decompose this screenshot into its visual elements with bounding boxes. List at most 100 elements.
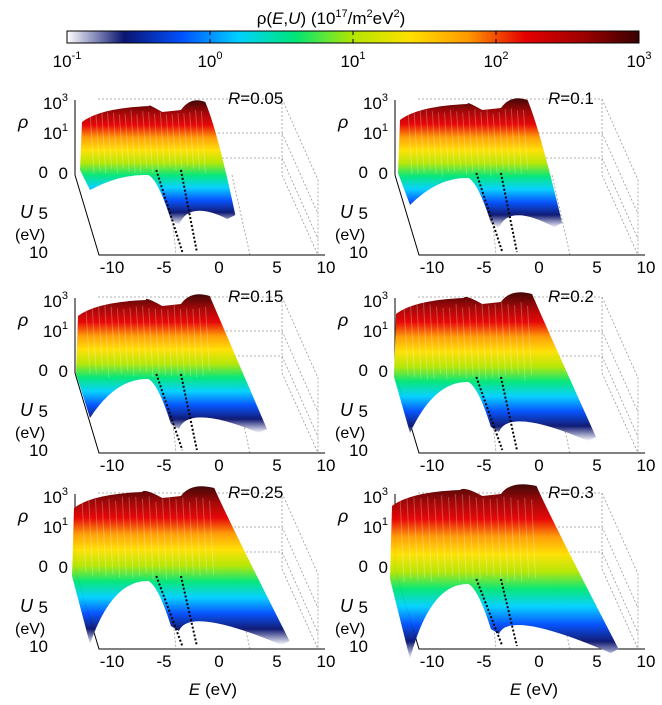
surface-streak — [522, 109, 528, 170]
colorbar-tick-label: 10-1 — [53, 50, 82, 71]
z-tick-label: 103 — [43, 92, 68, 113]
surface-streak — [142, 305, 148, 372]
u-tick-label: 10 — [349, 243, 368, 262]
panel-r-1: 103 101 0 ρ 0 5 10 U (eV) -10 -5 0 5 10 R=0.1 — [335, 89, 655, 277]
surface-streak — [204, 306, 210, 372]
surface-streak — [183, 113, 189, 167]
u-tick-label: 5 — [39, 402, 48, 421]
surface-streak — [454, 494, 460, 581]
surface-streak — [88, 497, 94, 576]
dos-surface — [398, 98, 563, 228]
surface-streak — [462, 307, 468, 379]
surface-streak — [503, 496, 509, 583]
surface-streak — [423, 302, 429, 380]
surface-streak — [468, 307, 474, 377]
u-tick-label: 0 — [39, 557, 48, 576]
u-tick-label: 5 — [39, 204, 48, 223]
e-tick-label: -5 — [476, 456, 491, 475]
colorbar-title: ρ(E,U) (1017/m2eV2) — [257, 8, 406, 28]
e-tick-label: 0 — [214, 652, 223, 671]
u-axis-unit: (eV) — [15, 227, 45, 244]
surface-streak — [128, 497, 134, 578]
side-wall-grid — [281, 296, 319, 453]
axis-lines — [74, 372, 325, 454]
surface-streak — [501, 302, 507, 377]
surface-streak — [436, 306, 442, 374]
e-tick-label: -10 — [100, 258, 125, 277]
surface-streak — [179, 309, 185, 376]
u-axis-label: U — [20, 202, 34, 222]
surface-streak — [159, 112, 165, 169]
surface-streaks — [403, 301, 533, 381]
surface-streak — [492, 113, 498, 174]
z-tick-label: 0 — [59, 362, 68, 381]
u-axis-label: U — [340, 400, 354, 420]
surface-streak — [516, 110, 522, 175]
surface-streak — [407, 108, 413, 175]
side-wall-grid — [601, 98, 639, 255]
surface-streak — [425, 109, 431, 171]
r-label: R=0.1 — [548, 89, 594, 108]
u-tick-label: 0 — [39, 163, 48, 182]
rho-axis-label: ρ — [17, 506, 28, 526]
e-tick-label: 5 — [592, 652, 601, 671]
e-axis-label-right: E (eV) — [510, 680, 558, 699]
surface-streak — [496, 498, 502, 581]
surface-streak — [431, 110, 437, 174]
surface-streak — [441, 495, 447, 577]
e-tick-label: 10 — [637, 258, 656, 277]
surface-streak — [413, 497, 419, 580]
surface-streak — [81, 499, 87, 573]
dos-surface — [76, 294, 267, 433]
z-tick-label: 0 — [59, 164, 68, 183]
surface-streak — [494, 304, 500, 379]
e-tick-label: -10 — [100, 456, 125, 475]
surface-streak — [98, 306, 104, 371]
e-tick-label: 5 — [592, 258, 601, 277]
dos-surface — [390, 484, 619, 659]
surface-streak — [188, 501, 194, 576]
e-tick-label: -10 — [100, 652, 125, 671]
gap-edge-right — [499, 578, 518, 647]
gap-edge-left — [475, 376, 504, 451]
surface-streak — [399, 496, 405, 583]
u-axis-unit: (eV) — [15, 425, 45, 442]
u-tick-label: 0 — [359, 557, 368, 576]
e-tick-label: -5 — [476, 258, 491, 277]
panel-r-4: 103 101 0 ρ 0 5 10 U (eV) -10 -5 0 5 10 R=0.25 — [15, 483, 335, 671]
z-tick-label: 103 — [43, 290, 68, 311]
surface-streaks — [89, 110, 206, 174]
colorbar-tick-label: 100 — [197, 50, 222, 71]
z-tick-label: 103 — [363, 486, 388, 507]
gap-edge-right — [179, 373, 198, 451]
dos-surface — [80, 100, 236, 225]
surface-streak — [154, 308, 160, 374]
surface-streak — [419, 109, 425, 173]
surface-streak — [202, 497, 208, 574]
e-tick-label: 10 — [637, 456, 656, 475]
surface-streak — [200, 111, 206, 174]
panel-r-0: 103 101 0 ρ 0 5 10 U (eV) -10 -5 0 5 10 R=0.05 — [15, 89, 335, 277]
axis-lines — [394, 174, 645, 256]
surface-streak — [110, 306, 116, 371]
surface-streak — [481, 302, 487, 380]
surface-streak — [160, 309, 166, 376]
u-axis-label: U — [20, 596, 34, 616]
gap-edge-right — [499, 376, 518, 451]
z-tick-label: 0 — [379, 558, 388, 577]
rho-axis-label: ρ — [337, 506, 348, 526]
u-axis-unit: (eV) — [15, 621, 45, 638]
e-axis-label-left: E (eV) — [189, 680, 237, 699]
rho-axis-label: ρ — [337, 112, 348, 132]
surface-streak — [186, 308, 192, 376]
surface-streak — [148, 308, 154, 378]
surface-streak — [195, 497, 201, 577]
surface-streak — [461, 494, 467, 581]
surface-streak — [410, 302, 416, 378]
rho-axis-label: ρ — [17, 112, 28, 132]
rho-axis-label: ρ — [337, 310, 348, 330]
e-tick-label: 5 — [272, 456, 281, 475]
r-label: R=0.05 — [228, 89, 283, 108]
